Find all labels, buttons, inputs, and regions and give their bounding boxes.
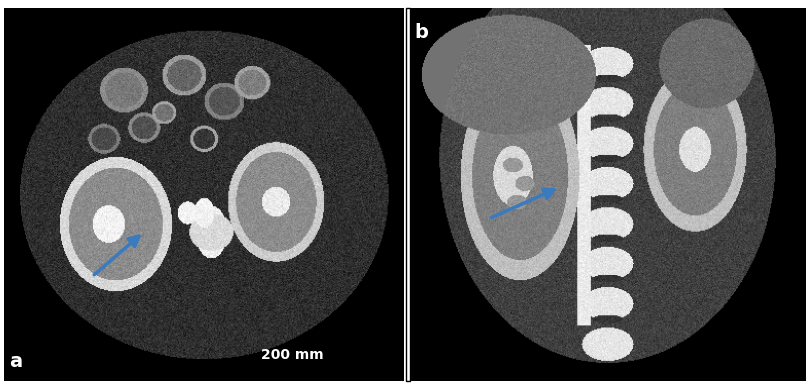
Text: 200 mm: 200 mm	[261, 348, 323, 362]
Text: b: b	[415, 23, 429, 42]
Text: a: a	[9, 352, 23, 371]
